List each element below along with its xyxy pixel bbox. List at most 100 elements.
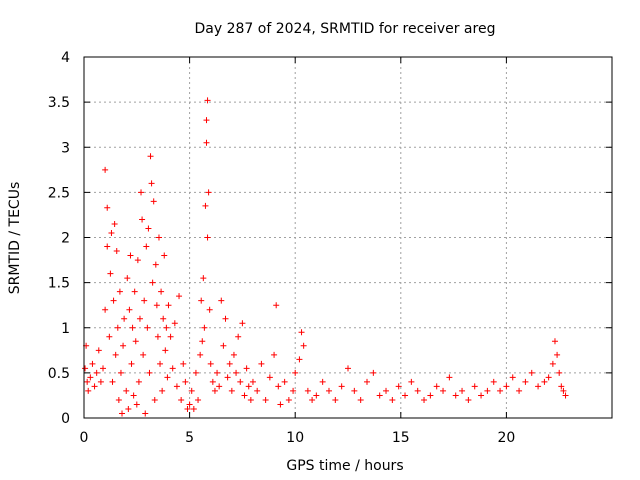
data-point [149,279,156,286]
data-point [102,306,109,313]
data-point [446,374,453,381]
data-point [201,324,208,331]
data-point [176,293,183,300]
data-point [120,342,127,349]
data-point [151,396,158,403]
data-point [163,324,170,331]
data-point [159,387,166,394]
data-point [167,333,174,340]
data-point [216,383,223,390]
data-point [197,351,204,358]
data-point [126,306,133,313]
data-point [109,378,116,385]
data-point [134,257,141,264]
data-point [440,387,447,394]
data-point [87,374,94,381]
data-points [82,97,569,417]
data-point [522,378,529,385]
y-tick-label: 3 [61,140,70,156]
data-point [131,288,138,295]
data-point [211,387,218,394]
data-point [408,378,415,385]
data-point [104,204,111,211]
data-point [319,378,326,385]
data-point [143,243,150,250]
data-point [142,410,149,417]
data-point [370,369,377,376]
data-point [154,333,161,340]
data-point [148,180,155,187]
data-point [237,378,244,385]
data-point [296,356,303,363]
data-point [180,360,187,367]
data-point [273,302,280,309]
data-point [91,383,98,390]
data-point [116,288,123,295]
data-point [85,387,92,394]
y-tick-label: 2.5 [48,185,70,201]
y-tick-label: 0.5 [48,366,70,382]
data-point [364,378,371,385]
y-axis-ticks: 0 0.5 1 1.5 2 2.5 3 3.5 4 [48,50,612,427]
data-point [459,387,466,394]
y-tick-label: 3.5 [48,95,70,111]
data-point [102,166,109,173]
data-point [125,405,132,412]
data-point [235,333,242,340]
data-point [161,252,168,259]
data-point [262,396,269,403]
plot-frame [83,56,613,419]
data-point [351,387,358,394]
data-point [128,360,135,367]
data-point [266,374,273,381]
data-point [82,365,89,372]
data-point [230,351,237,358]
data-point [395,383,402,390]
data-point [139,216,146,223]
data-point [165,302,172,309]
data-point [465,396,472,403]
data-point [277,401,284,408]
data-point [556,369,563,376]
y-tick-label: 2 [61,231,70,247]
data-point [89,360,96,367]
x-tick-label: 15 [392,430,410,446]
data-point [554,351,561,358]
data-point [471,383,478,390]
data-point [146,369,153,376]
data-point [490,378,497,385]
data-point [562,392,569,399]
data-point [313,392,320,399]
data-point [290,387,297,394]
data-point [129,324,136,331]
data-point [222,315,229,322]
data-point [281,378,288,385]
data-point [338,383,345,390]
y-axis-label: SRMTID / TECUs [7,182,23,295]
data-point [95,347,102,354]
data-point [171,320,178,327]
data-point [427,392,434,399]
data-point [218,297,225,304]
data-point [243,365,250,372]
data-point [140,351,147,358]
data-point [383,387,390,394]
data-point [144,324,151,331]
data-point [249,378,256,385]
data-point [155,234,162,241]
data-point [285,396,292,403]
data-point [298,329,305,336]
data-point [503,383,510,390]
data-point [433,383,440,390]
data-point [357,396,364,403]
data-point [138,189,145,196]
x-axis-ticks: 0 5 10 15 20 [80,57,515,446]
data-point [93,369,100,376]
data-point [157,360,164,367]
y-tick-label: 0 [61,411,70,427]
data-point [84,378,91,385]
data-point [115,396,122,403]
data-point [188,387,195,394]
data-point [133,401,140,408]
data-point [164,374,171,381]
